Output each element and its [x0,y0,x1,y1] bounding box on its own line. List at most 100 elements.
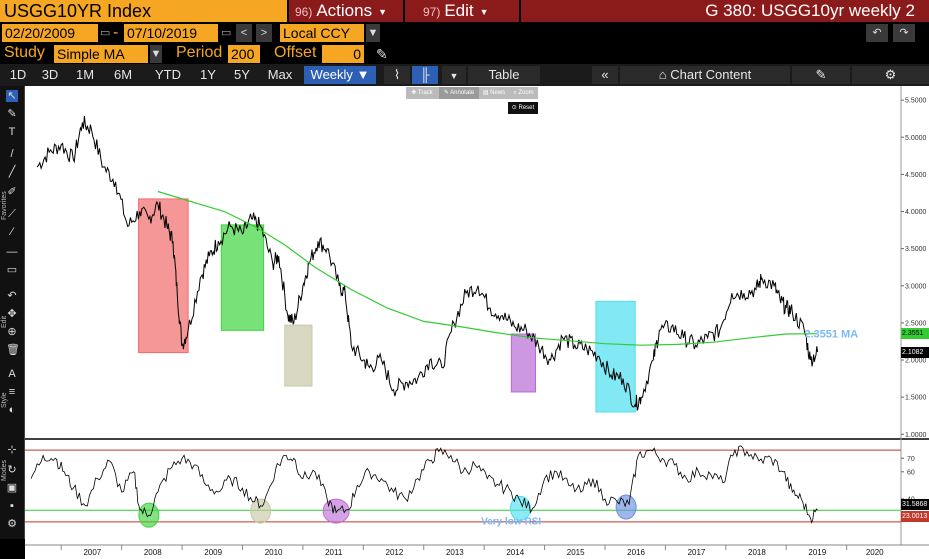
edit-label: Edit [444,1,474,20]
tab-range[interactable]: 1D [9,67,27,82]
zoom-icon[interactable]: ⊕ [7,326,17,338]
track-label: Track [417,90,433,96]
actions-menu[interactable]: 96) Actions ▼ [289,0,403,22]
y-tick-label: 5.0000 [905,135,927,142]
brush-icon[interactable]: ⟋ [8,208,16,220]
x-tick-label: 2007 [83,548,101,557]
rsi-threshold-box: 23.0013 [901,511,929,522]
redo-icon[interactable]: ↷ [893,24,915,42]
end-date-field[interactable]: 07/10/2019 [124,24,218,42]
color-swatch-icon[interactable]: ▪ [10,500,14,512]
annotate-label: Annotate [450,90,475,96]
pen-tool-icon[interactable]: ✐ [7,186,17,198]
left-arrow-icon[interactable]: < [236,24,252,42]
right-arrow-icon[interactable]: > [256,24,272,42]
offset-field[interactable]: 0 [322,45,364,63]
tab-range[interactable]: 5Y [234,67,250,82]
rsi-y-tick-label: 70 [907,456,915,463]
period-field[interactable]: 200 [228,45,260,63]
y-tick-label: 3.0000 [905,283,927,290]
channel-icon[interactable]: ▭ [6,264,18,276]
tab-range[interactable]: Max [267,67,293,82]
study-value: Simple MA [57,46,125,62]
gear-icon[interactable]: ⚙ [852,66,929,84]
y-tick-label: 5.5000 [905,98,927,105]
compare-icon[interactable]: ▣ [6,482,18,494]
study-select[interactable]: Simple MA [54,45,148,63]
move-icon[interactable]: ✥ [7,308,17,320]
offset-value: 0 [353,46,361,62]
calendar-icon[interactable]: ▭ [100,24,110,42]
x-tick-label: 2017 [688,548,706,557]
reset-button[interactable]: ⊙ Reset [508,102,538,114]
start-date-field[interactable]: 02/20/2009 [2,24,98,42]
double-left-chevron-icon[interactable]: « [592,66,618,84]
caret-down-icon: ▼ [378,6,388,17]
edit-menu[interactable]: 97) Edit ▼ [405,0,519,22]
zoom-button[interactable]: ⌕ Zoom [513,90,534,96]
y-tick-label: 3.5000 [905,246,927,253]
study-dropdown[interactable]: ▼ [150,45,162,63]
chart-title-bar: G 380: USGG10yr weekly 2 [521,0,929,22]
font-icon[interactable]: A [8,368,16,380]
line-tool-icon[interactable]: / [10,148,14,160]
refresh-icon[interactable]: ↻ [7,464,17,476]
ticker-field[interactable]: USGG10YR Index [0,0,287,22]
bar-chart-icon[interactable]: ╟ [412,66,438,84]
crosshair-icon[interactable]: ⊹ [7,444,17,456]
frequency-select[interactable]: Weekly ▼ [304,66,376,84]
x-tick-label: 2013 [446,548,464,557]
rsi-value-box: 31.5868 [901,499,929,510]
line-style-icon[interactable]: ≡ [8,386,16,398]
y-tick-label: 2.0000 [905,358,927,365]
chart-type-dropdown[interactable]: ▼ [442,66,466,84]
pencil-icon[interactable]: ✎ [376,46,388,62]
tab-range[interactable]: 3D [41,67,59,82]
news-button[interactable]: ▤ News [482,90,506,96]
text-icon[interactable]: T [8,126,16,138]
chart-content-icon: ⌂ [658,67,667,82]
actions-number: 96) [295,5,313,19]
pencil-icon[interactable]: ✎ [7,108,17,120]
rsi-y-tick-label: 60 [907,469,915,476]
color-icon[interactable]: ◐ [8,404,16,416]
study-bar: Study Simple MA ▼ Period 200 Offset 0 ✎ [0,44,929,64]
tab-range[interactable]: 1M [75,67,95,82]
edit-number: 97) [423,5,441,19]
annotate-button[interactable]: ✎ Annotate [439,87,479,99]
rsi-series-line [30,445,818,524]
caret-down-icon: ▼ [367,27,379,39]
x-tick-label: 2010 [265,548,283,557]
reset-label: Reset [518,105,535,111]
line-chart-icon[interactable]: ⌇ [384,66,410,84]
x-tick-label: 2012 [386,548,404,557]
left-toolbar: ↖ ✎ T Favorites / ╱ ✐ ⟋ ∕ — ▭ Edit ↶ ✥ ⊕… [0,86,25,539]
highlight-box [220,224,265,331]
caret-down-icon: ▼ [150,48,162,60]
table-button[interactable]: Table [468,66,540,84]
price-chart: 5.5000 5.0000 4.5000 4.0000 3.5000 3.0000 2.50… [25,86,929,557]
chart-content-label: Chart Content [670,67,752,82]
chart-area[interactable]: 5.5000 5.0000 4.5000 4.0000 3.5000 3.0000 2.50… [25,86,929,559]
calendar-icon[interactable]: ▭ [221,24,231,42]
trash-icon[interactable]: 🗑 [6,344,20,356]
ray-tool-icon[interactable]: ╱ [8,166,16,178]
track-button[interactable]: ✚ Track [411,90,433,96]
ma-price-box: 2.3551 [901,328,929,339]
y-tick-label: 1.5000 [905,395,927,402]
tab-range[interactable]: 1Y [200,67,216,82]
tab-range[interactable]: YTD [155,67,181,82]
currency-select[interactable]: Local CCY [280,24,364,42]
cursor-icon[interactable]: ↖ [6,90,18,102]
undo-icon[interactable]: ↶ [7,290,17,302]
hline-icon[interactable]: — [6,246,18,258]
currency-dropdown[interactable]: ▼ [366,24,380,42]
marker-icon[interactable]: ∕ [11,226,13,238]
undo-icon[interactable]: ↶ [866,24,888,42]
gear-icon[interactable]: ⚙ [7,518,17,530]
tab-range[interactable]: 6M [113,67,133,82]
edit-chart-icon[interactable]: ✎ [792,66,850,84]
x-tick-label: 2020 [866,548,884,557]
chart-content-button[interactable]: ⌂ Chart Content [620,66,790,84]
period-label: Period [176,44,223,61]
